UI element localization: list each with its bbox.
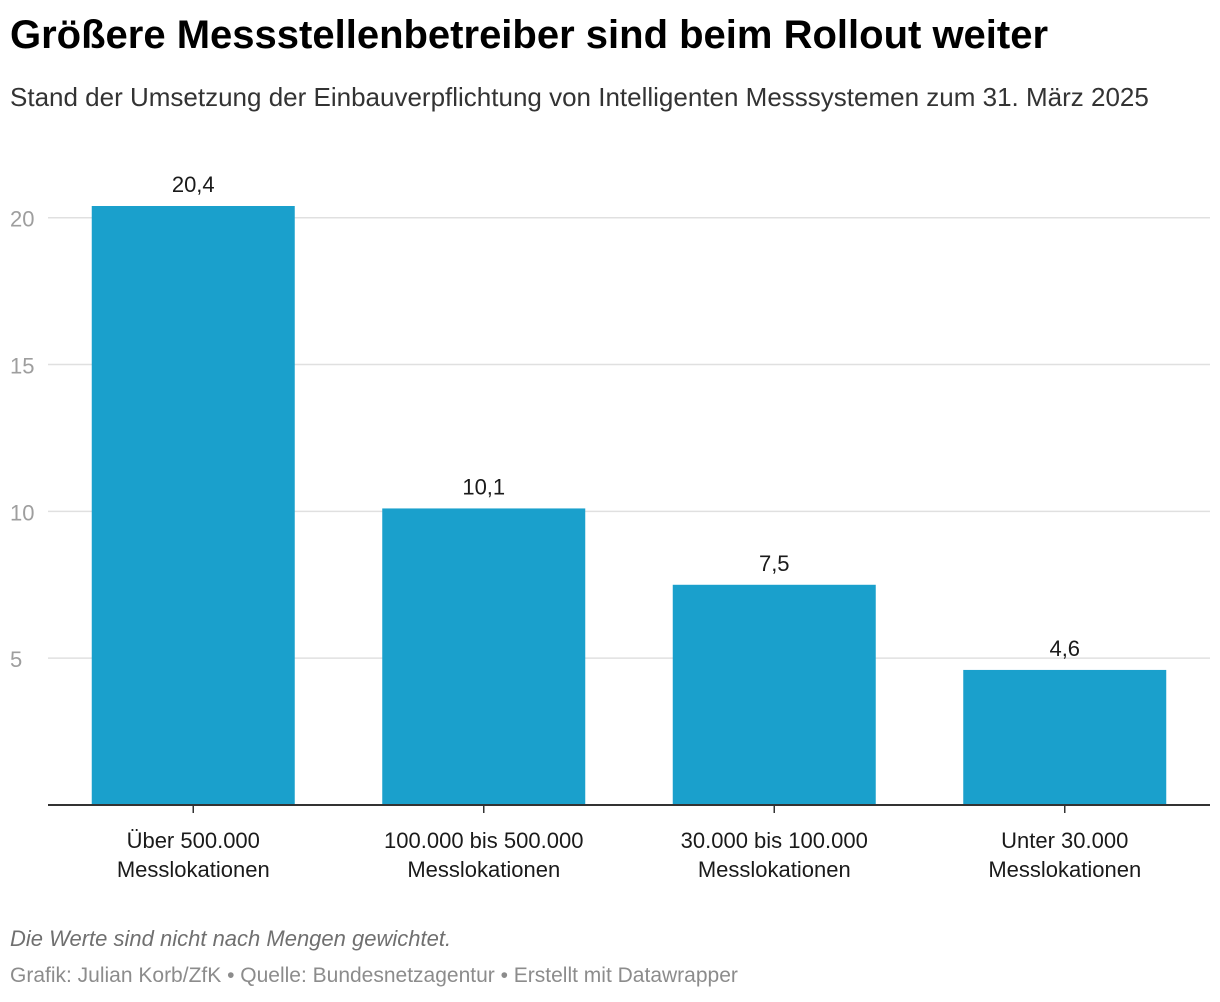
y-tick-label: 15 bbox=[10, 354, 34, 379]
chart-subtitle: Stand der Umsetzung der Einbauverpflicht… bbox=[10, 82, 1149, 112]
x-tick-label: 30.000 bis 100.000 Messlokationen bbox=[681, 828, 868, 882]
x-tick-label-line: Unter 30.000 bbox=[1001, 828, 1128, 853]
y-tick-label: 5 bbox=[10, 647, 22, 672]
data-label: 20,4 bbox=[172, 172, 215, 197]
chart-footer: Grafik: Julian Korb/ZfK • Quelle: Bundes… bbox=[10, 964, 738, 987]
data-label: 7,5 bbox=[759, 551, 790, 576]
x-tick-label: 100.000 bis 500.000 Messlokationen bbox=[384, 828, 583, 882]
x-tick-label-line: 100.000 bis 500.000 bbox=[384, 828, 583, 853]
x-tick-label-line: Messlokationen bbox=[407, 857, 560, 882]
x-tick-label-line: Messlokationen bbox=[117, 857, 270, 882]
x-tick-label-line: Über 500.000 bbox=[127, 828, 260, 853]
bar bbox=[672, 584, 876, 805]
chart-note: Die Werte sind nicht nach Mengen gewicht… bbox=[10, 926, 452, 951]
y-tick-label: 10 bbox=[10, 500, 34, 525]
x-tick-label-line: 30.000 bis 100.000 bbox=[681, 828, 868, 853]
y-tick-label: 20 bbox=[10, 207, 34, 232]
x-tick-label-line: Messlokationen bbox=[988, 857, 1141, 882]
x-tick-label: Über 500.000 Messlokationen bbox=[117, 828, 270, 882]
bar bbox=[382, 508, 586, 805]
x-tick-label: Unter 30.000 Messlokationen bbox=[988, 828, 1141, 882]
data-label: 4,6 bbox=[1049, 636, 1080, 661]
x-tick-label-line: Messlokationen bbox=[698, 857, 851, 882]
bar bbox=[91, 206, 295, 805]
data-label: 10,1 bbox=[462, 474, 505, 499]
chart-title: Größere Messstellenbetreiber sind beim R… bbox=[10, 13, 1049, 57]
bar bbox=[963, 669, 1167, 805]
